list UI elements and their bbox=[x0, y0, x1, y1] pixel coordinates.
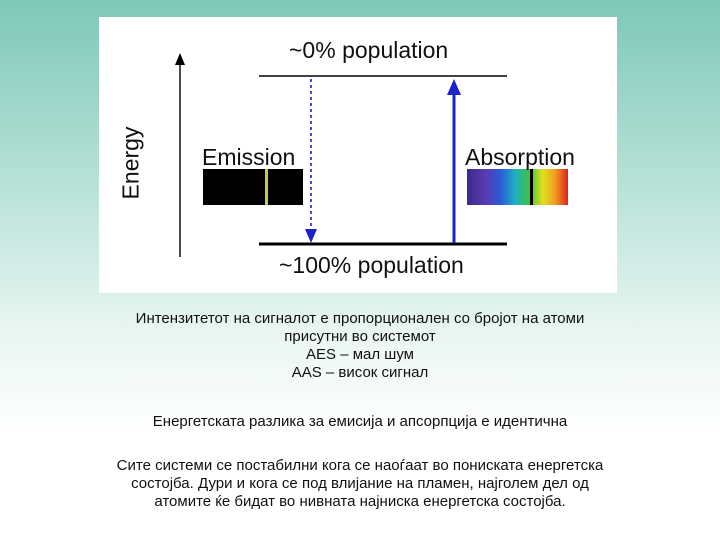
emission-arrowhead bbox=[305, 229, 317, 243]
absorption-spectrum-line bbox=[530, 169, 533, 205]
paragraph-line: Интензитетот на сигналот е пропорционале… bbox=[135, 310, 585, 327]
absorption-label: Absorption bbox=[465, 144, 575, 170]
paragraph-line: состојба. Дури и кога се под влијание на… bbox=[131, 475, 589, 492]
energy-level-diagram: ~0% population ~100% population Emission… bbox=[99, 17, 617, 293]
upper-level-label: ~0% population bbox=[289, 37, 449, 63]
emission-spectrum bbox=[203, 169, 303, 205]
lower-level-label: ~100% population bbox=[279, 252, 464, 278]
paragraph-line: AES – мал шум bbox=[306, 346, 414, 363]
emission-spectrum-line bbox=[265, 169, 268, 205]
absorption-arrowhead bbox=[447, 79, 461, 95]
paragraph-line: атомите ќе бидат во нивната најниска ене… bbox=[154, 493, 566, 510]
diagram-graphics bbox=[175, 53, 568, 257]
energy-difference-paragraph: Енергетската разлика за емисија и апсорп… bbox=[40, 413, 680, 431]
paragraph-line: Енергетската разлика за емисија и апсорп… bbox=[152, 413, 568, 430]
absorption-spectrum bbox=[467, 169, 568, 205]
paragraph-line: AAS – висок сигнал bbox=[291, 364, 429, 381]
stability-paragraph: Сите системи се постабилни кога се наоѓа… bbox=[40, 457, 680, 511]
paragraph-line: присутни во системот bbox=[284, 328, 436, 345]
paragraph-line: Сите системи се постабилни кога се наоѓа… bbox=[116, 457, 604, 474]
signal-intensity-paragraph: Интензитетот на сигналот е пропорционале… bbox=[40, 310, 680, 382]
energy-axis-label: Energy bbox=[117, 126, 144, 200]
emission-label: Emission bbox=[202, 144, 296, 170]
energy-axis-arrowhead bbox=[175, 53, 185, 65]
